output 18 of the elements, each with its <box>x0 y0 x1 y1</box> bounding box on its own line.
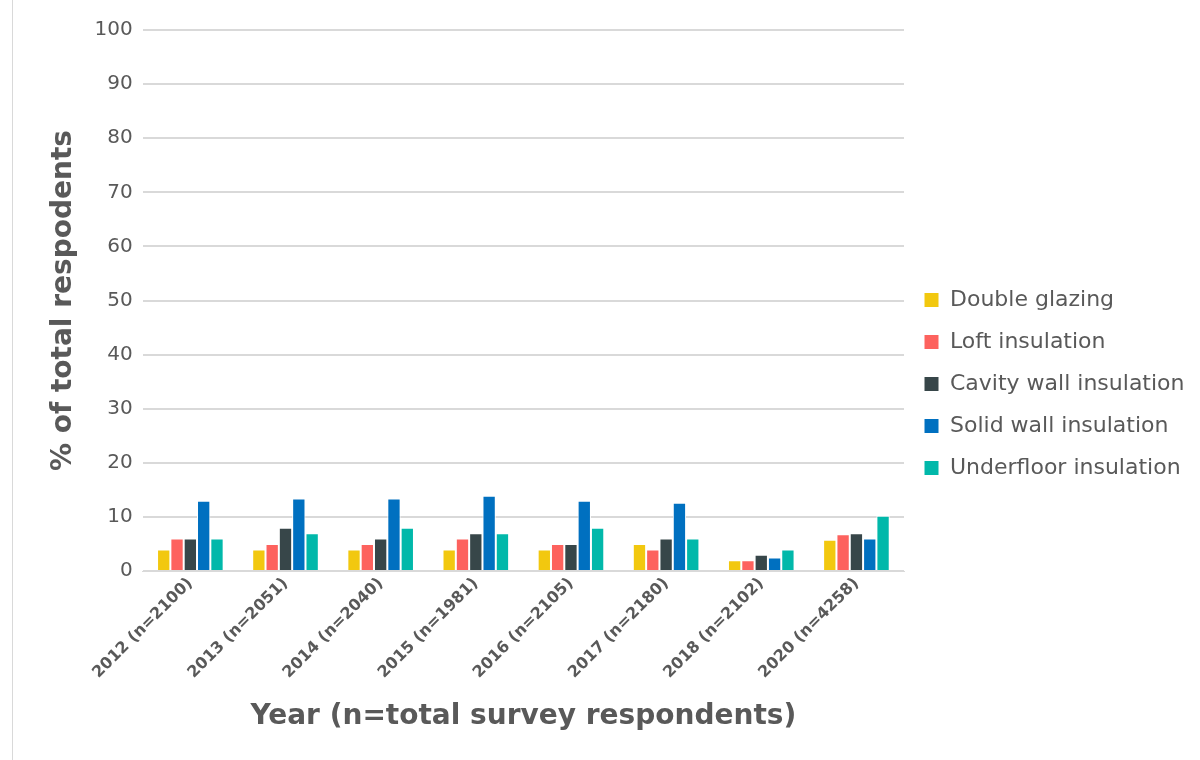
y-tick-label: 100 <box>94 16 133 41</box>
legend-label: Underfloor insulation <box>950 453 1181 479</box>
legend-label: Double glazing <box>950 285 1115 311</box>
y-axis-title: % of total respodents <box>45 130 79 472</box>
y-tick-label: 30 <box>107 394 133 419</box>
y-tick-label: 20 <box>107 449 133 474</box>
y-tick-label: 90 <box>107 70 133 95</box>
y-tick-label: 40 <box>107 340 133 365</box>
y-tick-label: 50 <box>107 286 133 311</box>
x-axis-title: Year (n=total survey respondents) <box>249 698 797 732</box>
y-tick-label: 60 <box>107 232 133 257</box>
y-tick-label: 80 <box>107 124 133 149</box>
y-tick-label: 10 <box>107 503 133 528</box>
legend-label: Loft insulation <box>950 327 1106 353</box>
y-tick-label: 70 <box>107 178 133 203</box>
legend-label: Cavity wall insulation <box>950 369 1185 395</box>
legend-label: Solid wall insulation <box>950 411 1169 437</box>
y-tick-label: 0 <box>120 557 133 582</box>
